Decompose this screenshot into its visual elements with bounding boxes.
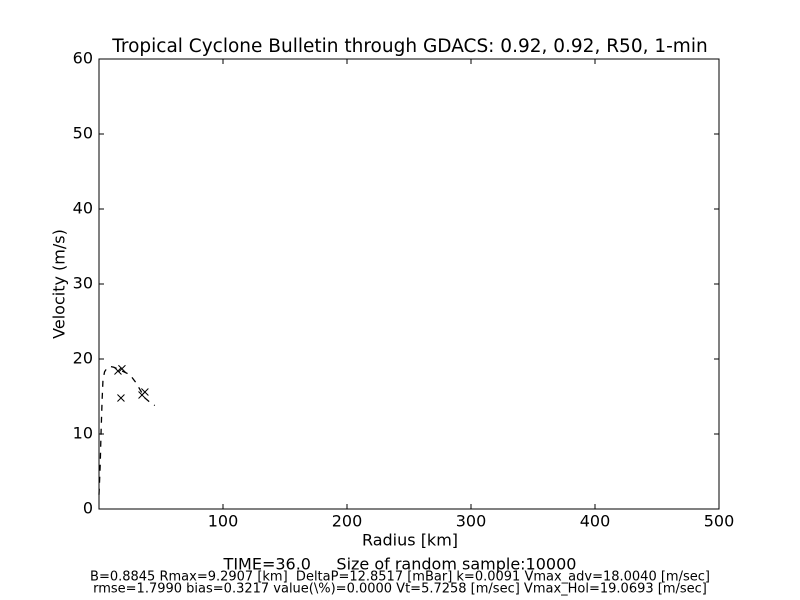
y-tick-label: 40 [73,199,93,218]
y-axis-label: Velocity (m/s) [50,229,69,339]
y-tick-label: 20 [73,349,93,368]
footer-line: rmse=1.7990 bias=0.3217 value(\%)=0.0000… [93,582,707,597]
x-axis-label: Radius [km] [362,531,458,550]
y-tick-label: 30 [73,274,93,293]
scatter-point [141,388,149,396]
scatter-point [114,367,122,375]
x-tick-label: 100 [208,512,239,531]
scatter-point [118,364,126,373]
footer-line: TIME=36.0 Size of random sample:10000 [223,555,577,574]
y-tick-label: 10 [73,424,93,443]
y-tick-label: 60 [73,49,93,68]
x-tick-label: 200 [332,512,363,531]
scatter-point [117,394,125,402]
footer-line: B=0.8845 Rmax=9.2907 [km] DeltaP=12.8517… [90,570,710,585]
x-tick-label: 300 [456,512,487,531]
y-tick-label: 0 [83,499,93,518]
chart-title: Tropical Cyclone Bulletin through GDACS:… [111,36,707,57]
y-tick-label: 50 [73,124,93,143]
x-tick-label: 400 [580,512,611,531]
line-series [98,365,156,495]
plot-frame [98,58,720,510]
x-tick-label: 500 [704,512,735,531]
